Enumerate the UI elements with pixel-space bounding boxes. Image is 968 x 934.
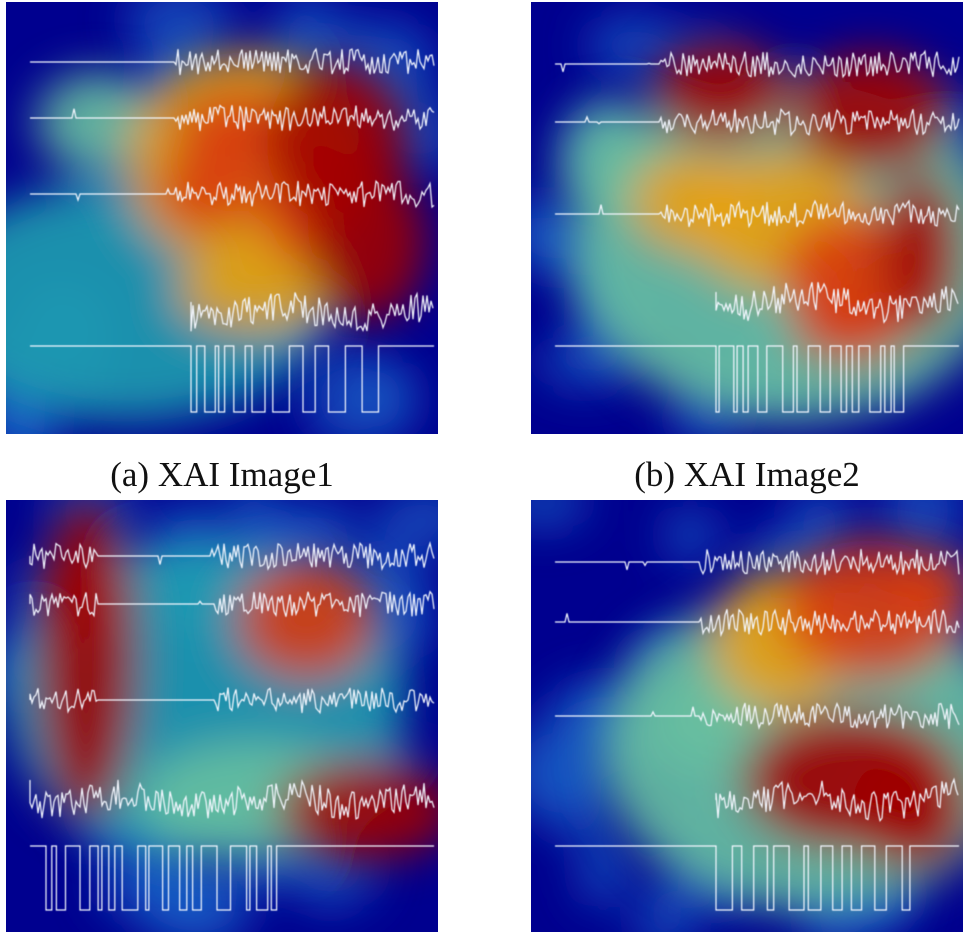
heatmap-panel-3 <box>6 500 438 932</box>
heatmap-hotspots <box>6 52 426 422</box>
heatmap-image-4 <box>531 500 963 932</box>
heatmap-panel-2 <box>531 2 963 434</box>
heatmap-panel-4 <box>531 500 963 932</box>
heatmap-hotspots <box>6 500 438 860</box>
heatmap-image-2 <box>531 2 963 434</box>
signal-traces <box>29 541 435 911</box>
heatmap-hotspots <box>601 540 963 910</box>
signal-traces <box>555 49 960 413</box>
signal-traces <box>555 549 960 911</box>
heatmap-image-3 <box>6 500 438 932</box>
caption-panel-2: (b) XAI Image2 <box>634 455 860 494</box>
heatmap-image-1 <box>6 2 438 434</box>
signal-traces <box>30 47 435 413</box>
caption-panel-1: (a) XAI Image1 <box>110 455 334 494</box>
heatmap-panel-1 <box>6 2 438 434</box>
